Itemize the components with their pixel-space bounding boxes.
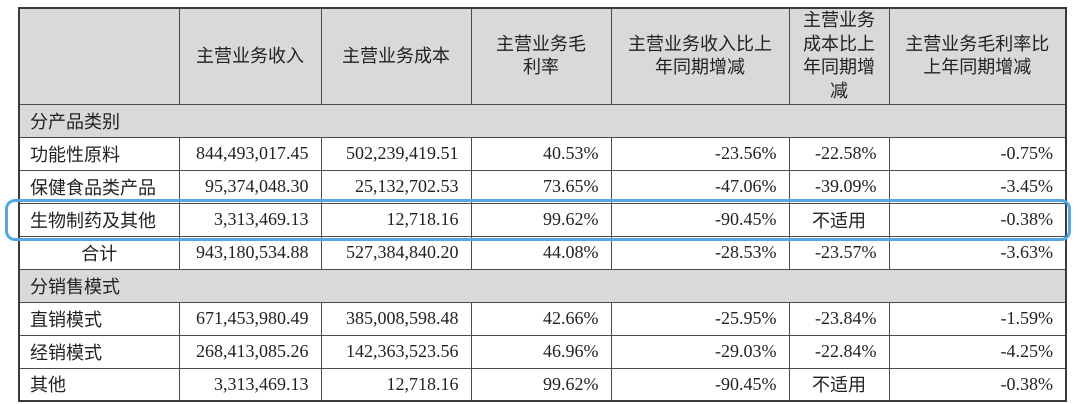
margin-value: 44.08% — [470, 235, 612, 270]
revenue-change-value: -47.06% — [610, 169, 790, 204]
revenue-value: 95,374,048.30 — [178, 169, 322, 204]
table-row-direct-sales: 直销模式 671,453,980.49 385,008,598.48 42.66… — [18, 301, 1067, 336]
header-row: 主营业务收入 主营业务成本 主营业务毛利率 主营业务收入比上年同期增减 主营业务… — [18, 7, 1067, 105]
cost-value: 385,008,598.48 — [320, 301, 472, 336]
cost-value: 142,363,523.56 — [320, 334, 472, 369]
revenue-value: 844,493,017.45 — [178, 136, 322, 171]
margin-change-value: -0.75% — [888, 136, 1067, 171]
col-header-cost-change: 主营业务成本比上年同期增减 — [788, 7, 890, 105]
table-row-total: 合计 943,180,534.88 527,384,840.20 44.08% … — [18, 235, 1067, 270]
revenue-value: 671,453,980.49 — [178, 301, 322, 336]
section-row-sales-model: 分销售模式 — [18, 268, 1067, 303]
cost-change-value: -22.58% — [788, 136, 890, 171]
margin-change-value: -1.59% — [888, 301, 1067, 336]
margin-value: 99.62% — [470, 367, 612, 402]
section-label: 分产品类别 — [18, 103, 1067, 138]
cost-change-value: 不适用 — [788, 367, 890, 402]
cost-value: 12,718.16 — [320, 202, 472, 237]
cost-value: 25,132,702.53 — [320, 169, 472, 204]
table-row-other: 其他 3,313,469.13 12,718.16 99.62% -90.45%… — [18, 367, 1067, 402]
margin-value: 40.53% — [470, 136, 612, 171]
margin-value: 73.65% — [470, 169, 612, 204]
col-header-gross-margin: 主营业务毛利率 — [470, 7, 612, 105]
cost-change-value: -39.09% — [788, 169, 890, 204]
table-row-distribution: 经销模式 268,413,085.26 142,363,523.56 46.96… — [18, 334, 1067, 369]
section-row-product-category: 分产品类别 — [18, 103, 1067, 138]
main-business-table: 主营业务收入 主营业务成本 主营业务毛利率 主营业务收入比上年同期增减 主营业务… — [18, 7, 1067, 402]
revenue-change-value: -25.95% — [610, 301, 790, 336]
revenue-change-value: -90.45% — [610, 367, 790, 402]
margin-change-value: -4.25% — [888, 334, 1067, 369]
row-label: 其他 — [18, 367, 180, 402]
col-header-margin-change: 主营业务毛利率比上年同期增减 — [888, 7, 1067, 105]
margin-value: 46.96% — [470, 334, 612, 369]
col-header-revenue: 主营业务收入 — [178, 7, 322, 105]
revenue-value: 943,180,534.88 — [178, 235, 322, 270]
revenue-change-value: -29.03% — [610, 334, 790, 369]
margin-change-value: -0.38% — [888, 367, 1067, 402]
row-label: 保健食品类产品 — [18, 169, 180, 204]
section-label: 分销售模式 — [18, 268, 1067, 303]
revenue-value: 268,413,085.26 — [178, 334, 322, 369]
col-header-empty — [18, 7, 180, 105]
cost-value: 502,239,419.51 — [320, 136, 472, 171]
margin-change-value: -3.45% — [888, 169, 1067, 204]
table-row-biopharma-other: 生物制药及其他 3,313,469.13 12,718.16 99.62% -9… — [18, 202, 1067, 237]
row-label: 经销模式 — [18, 334, 180, 369]
table-row-health-food: 保健食品类产品 95,374,048.30 25,132,702.53 73.6… — [18, 169, 1067, 204]
row-label: 合计 — [18, 235, 180, 270]
row-label: 功能性原料 — [18, 136, 180, 171]
revenue-change-value: -90.45% — [610, 202, 790, 237]
cost-change-value: 不适用 — [788, 202, 890, 237]
margin-value: 99.62% — [470, 202, 612, 237]
table-row-functional-ingredients: 功能性原料 844,493,017.45 502,239,419.51 40.5… — [18, 136, 1067, 171]
col-header-revenue-change: 主营业务收入比上年同期增减 — [610, 7, 790, 105]
margin-value: 42.66% — [470, 301, 612, 336]
row-label: 生物制药及其他 — [18, 202, 180, 237]
col-header-cost: 主营业务成本 — [320, 7, 472, 105]
cost-value: 12,718.16 — [320, 367, 472, 402]
margin-change-value: -0.38% — [888, 202, 1067, 237]
revenue-value: 3,313,469.13 — [178, 202, 322, 237]
cost-change-value: -23.84% — [788, 301, 890, 336]
revenue-change-value: -28.53% — [610, 235, 790, 270]
margin-change-value: -3.63% — [888, 235, 1067, 270]
cost-change-value: -23.57% — [788, 235, 890, 270]
revenue-value: 3,313,469.13 — [178, 367, 322, 402]
row-label: 直销模式 — [18, 301, 180, 336]
cost-value: 527,384,840.20 — [320, 235, 472, 270]
revenue-change-value: -23.56% — [610, 136, 790, 171]
cost-change-value: -22.84% — [788, 334, 890, 369]
